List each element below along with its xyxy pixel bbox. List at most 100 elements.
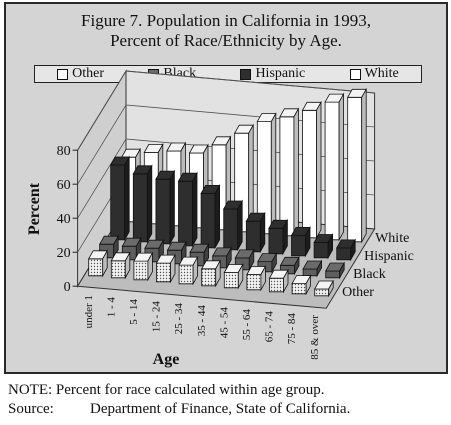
note-text: NOTE: Percent for race calculated within…	[8, 382, 325, 398]
x-tick-label-25-34: 25 - 34	[173, 303, 185, 335]
bar-hispanic-85-over	[336, 238, 356, 262]
legend-swatch-white	[349, 68, 361, 80]
legend-swatch-hispanic	[240, 68, 252, 80]
bar-front	[279, 116, 295, 237]
bar-hispanic-65-74	[290, 225, 311, 258]
bar-white-75-84	[324, 92, 345, 242]
bar-front	[269, 277, 284, 293]
y-tick-label-80: 80	[57, 144, 71, 159]
bar-front	[291, 234, 306, 257]
y-tick-label-40: 40	[57, 212, 71, 227]
bar-side	[316, 259, 323, 278]
x-tick-label-45-54: 45 - 54	[218, 307, 230, 339]
bar-black-75-84	[302, 259, 323, 278]
bar-side	[146, 164, 153, 244]
source-text: Department of Finance, State of Californ…	[90, 401, 351, 417]
legend-label-white: White	[364, 66, 399, 81]
bar-front	[268, 227, 284, 255]
y-tick-label-60: 60	[57, 178, 71, 193]
bar-side	[237, 262, 244, 290]
bar-other-1-4	[110, 251, 131, 280]
bar-front	[178, 180, 193, 247]
x-tick-label-5-14: 5 - 14	[128, 299, 140, 325]
x-tick-label-65-74: 65 - 74	[264, 311, 276, 343]
bar-black-65-74	[279, 255, 300, 276]
bar-side	[316, 100, 322, 240]
bar-side	[192, 255, 199, 286]
bar-side	[192, 171, 198, 248]
bar-front	[201, 268, 217, 287]
bar-hispanic-45-54	[245, 211, 266, 254]
bar-hispanic-15-24	[177, 171, 198, 248]
bar-side	[339, 261, 345, 280]
bar-side	[361, 87, 367, 244]
bar-front	[88, 258, 104, 277]
legend-item-other: Other	[57, 66, 104, 82]
bar-other-5-14	[133, 251, 154, 282]
source-label: Source:	[8, 401, 54, 417]
bar-hispanic-1-4	[132, 164, 153, 244]
bar-side	[327, 232, 334, 260]
bar-front	[110, 260, 126, 279]
chart-title: Figure 7. Population in California in 19…	[6, 11, 446, 51]
bar-front	[155, 178, 171, 245]
bar-black-85-over	[325, 261, 345, 280]
bar-white-85-over	[347, 87, 367, 244]
depth-label-hispanic: Hispanic	[364, 249, 414, 264]
bar-front	[245, 220, 261, 253]
bar-white-45-54	[256, 112, 277, 236]
bar-front	[178, 264, 194, 285]
x-axis-label: Age	[153, 351, 180, 368]
depth-label-black: Black	[353, 267, 386, 282]
bar-side	[270, 112, 277, 236]
x-tick-label-85-over: 85 & over	[309, 315, 321, 360]
bar-side	[294, 255, 300, 276]
source-line: Source: Department of Finance, State of C…	[8, 400, 350, 419]
bar-side	[170, 253, 176, 284]
bar-side	[350, 238, 356, 262]
bar-front	[246, 274, 262, 291]
bar-hispanic-55-64	[268, 218, 289, 256]
bar-side	[271, 252, 277, 274]
bar-front	[200, 192, 216, 249]
bar-side	[260, 264, 266, 292]
chart-plot: 0 20 40 60 80 Percent under 1 1 - 4 5 - 14 15 - 2…	[26, 69, 414, 368]
bar-other-25-34	[178, 255, 199, 286]
x-tick-label-15-24: 15 - 24	[151, 301, 163, 333]
bar-other-45-54	[223, 262, 244, 290]
bar-front	[302, 109, 317, 239]
legend-label-hispanic: Hispanic	[255, 66, 306, 81]
bar-side	[305, 274, 312, 296]
bar-front	[302, 268, 318, 277]
bar-side	[237, 199, 243, 252]
bar-black-45-54	[234, 248, 255, 272]
bar-hispanic-25-34	[200, 183, 221, 250]
x-tick-label-under-1: under 1	[83, 295, 95, 328]
bar-side	[147, 251, 153, 282]
bar-hispanic-75-84	[313, 232, 334, 260]
bar-side	[124, 251, 131, 280]
bar-other-35-44	[201, 259, 221, 288]
legend-item-hispanic: Hispanic	[240, 66, 305, 82]
x-tick-label-1-4: 1 - 4	[105, 297, 117, 318]
legend-label-other: Other	[72, 66, 105, 81]
title-line-1: Figure 7. Population in California in 19…	[81, 11, 371, 30]
bar-white-65-74	[301, 100, 322, 240]
bar-side	[169, 169, 175, 246]
bar-front	[110, 164, 126, 241]
x-tick-label-75-84: 75 - 84	[286, 313, 298, 345]
bar-side	[328, 279, 334, 298]
bar-front	[336, 247, 352, 261]
bar-front	[347, 96, 363, 243]
bar-front	[291, 283, 307, 295]
bar-other-55-64	[246, 264, 267, 292]
bar-hispanic-under-1	[110, 155, 130, 242]
depth-label-other: Other	[342, 285, 374, 300]
footnote: NOTE: Percent for race calculated within…	[8, 381, 350, 419]
bar-front	[314, 288, 330, 297]
bar-side	[215, 259, 221, 288]
bar-front	[324, 101, 340, 241]
bar-side	[338, 92, 345, 242]
y-tick-label-20: 20	[57, 246, 71, 261]
bar-other-15-24	[155, 253, 176, 284]
